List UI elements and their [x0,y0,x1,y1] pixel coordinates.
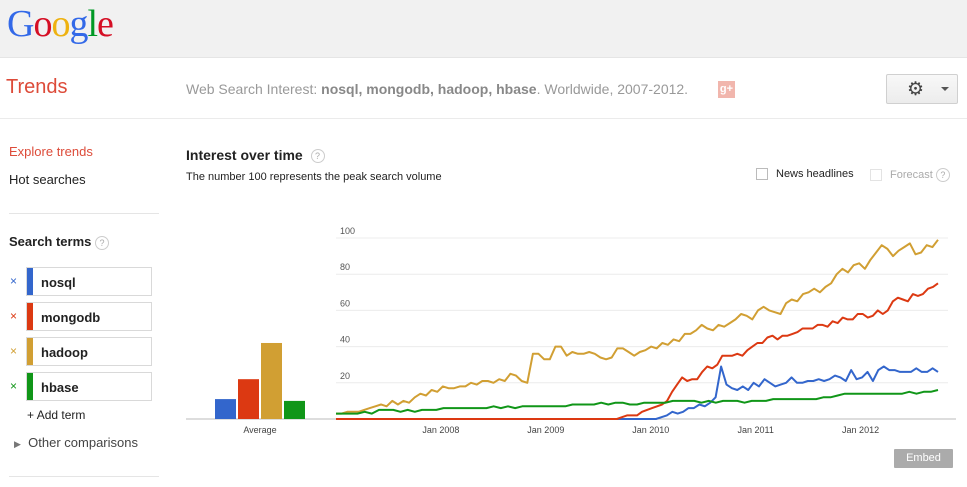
search-term-nosql[interactable]: × nosql [10,267,152,296]
help-icon[interactable]: ? [310,149,325,164]
remove-term-icon[interactable]: × [10,344,18,358]
google-logo[interactable]: Google [7,2,114,46]
logo-letter: o [51,3,70,45]
search-terms-heading: Search terms ? [9,234,110,250]
help-icon[interactable]: ? [95,235,110,250]
remove-term-icon[interactable]: × [10,274,18,288]
logo-letter: o [33,3,52,45]
series-line-mongodb [336,282,939,420]
y-tick-label: 100 [340,226,355,236]
interest-over-time-title: Interest over time ? [186,147,325,164]
search-terms-label: Search terms [9,234,92,249]
other-comparisons-toggle[interactable]: ▶ Other comparisons [14,435,138,450]
news-headlines-checkbox[interactable] [756,168,768,181]
peak-volume-note: The number 100 represents the peak searc… [186,171,442,183]
average-bar-hbase [284,400,305,419]
forecast-toggle: Forecast ? [870,168,950,182]
settings-button[interactable]: ⚙ [886,74,958,104]
logo-letter: e [97,3,114,45]
divider [9,213,159,214]
divider [9,476,159,477]
help-icon[interactable]: ? [935,168,950,182]
search-term-label: mongodb [41,310,101,325]
chevron-down-icon [941,87,949,91]
app-title[interactable]: Trends [6,76,68,98]
top-bar: Google [0,0,967,58]
x-tick-label: Jan 2009 [527,425,564,435]
embed-button[interactable]: Embed [894,449,953,468]
y-tick-label: 80 [340,262,350,272]
sidebar-item-hot-searches[interactable]: Hot searches [9,172,86,187]
series-color-swatch [27,303,33,330]
average-bar-mongodb [238,379,259,419]
logo-letter: l [87,3,98,45]
average-label: Average [243,425,276,435]
x-tick-label: Jan 2011 [737,425,773,435]
average-bar-nosql [215,399,236,419]
series-color-swatch [27,268,33,295]
search-term-mongodb[interactable]: × mongodb [10,302,152,331]
y-tick-label: 20 [340,371,350,381]
other-comparisons-label: Other comparisons [28,435,138,450]
search-term-hbase[interactable]: × hbase [10,372,152,401]
series-color-swatch [27,373,33,400]
search-summary: Web Search Interest: nosql, mongodb, had… [186,81,688,97]
section-title: Interest over time [186,147,303,163]
summary-prefix: Web Search Interest: [186,81,322,97]
search-term-field[interactable]: hbase [26,372,152,401]
average-bar-hadoop [261,342,282,419]
logo-letter: g [69,3,88,45]
x-tick-label: Jan 2010 [632,425,669,435]
google-plus-share-icon[interactable]: g+ [718,81,735,98]
forecast-checkbox [870,169,882,181]
x-tick-label: Jan 2008 [422,425,459,435]
search-term-field[interactable]: mongodb [26,302,152,331]
news-headlines-label: News headlines [776,168,854,180]
series-color-swatch [27,338,33,365]
remove-term-icon[interactable]: × [10,379,18,393]
series-line-hbase [336,389,939,415]
series-line-hadoop [336,239,939,415]
add-term-label: Add term [36,408,86,422]
remove-term-icon[interactable]: × [10,309,18,323]
y-tick-label: 60 [340,298,350,308]
chart-svg[interactable]: 20 40 60 80 100 Jan 2008 Jan 2009 Jan 2010 Jan 2… [186,218,956,448]
search-term-label: hbase [41,380,79,395]
add-term-button[interactable]: + Add term [27,408,86,422]
search-term-label: hadoop [41,345,88,360]
forecast-label: Forecast [890,168,933,181]
gear-icon: ⚙ [907,79,925,100]
search-term-label: nosql [41,275,76,290]
search-term-field[interactable]: hadoop [26,337,152,366]
x-tick-label: Jan 2012 [842,425,879,435]
triangle-right-icon: ▶ [14,439,21,449]
search-term-hadoop[interactable]: × hadoop [10,337,152,366]
y-tick-label: 40 [340,335,350,345]
logo-letter: G [7,3,34,45]
interest-over-time-chart[interactable]: 20 40 60 80 100 Jan 2008 Jan 2009 Jan 2010 Jan 2… [186,218,956,448]
news-headlines-toggle[interactable]: News headlines [756,168,854,181]
summary-terms: nosql, mongodb, hadoop, hbase [321,81,537,97]
sidebar-item-explore-trends[interactable]: Explore trends [9,144,93,159]
summary-suffix: . Worldwide, 2007-2012. [536,81,689,97]
search-term-field[interactable]: nosql [26,267,152,296]
trends-header: Trends Web Search Interest: nosql, mongo… [0,59,967,119]
